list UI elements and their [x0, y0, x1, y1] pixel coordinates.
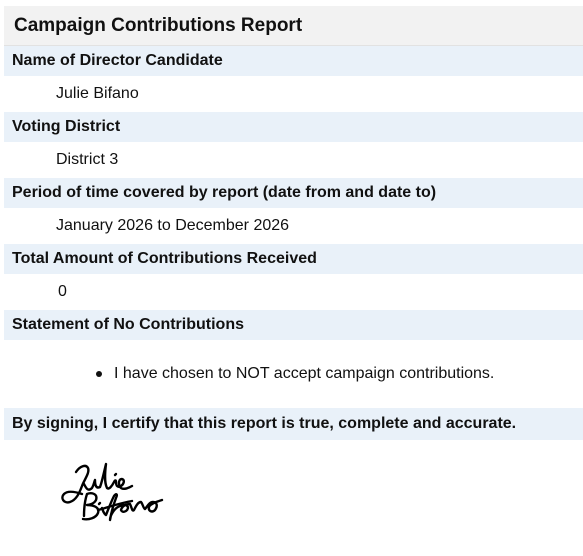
no-contributions-statement-label: Statement of No Contributions — [4, 310, 583, 340]
voting-district-value: District 3 — [4, 142, 583, 178]
report-period-label: Period of time covered by report (date f… — [4, 178, 583, 208]
report-period-value: January 2026 to December 2026 — [4, 208, 583, 244]
report-title: Campaign Contributions Report — [4, 6, 583, 46]
bullet-icon — [96, 371, 102, 377]
voting-district-label: Voting District — [4, 112, 583, 142]
signature-area — [4, 440, 583, 540]
signature-image — [61, 462, 164, 522]
total-contributions-value: 0 — [4, 274, 583, 310]
statement-list: I have chosen to NOT accept campaign con… — [96, 365, 494, 383]
candidate-name-label: Name of Director Candidate — [4, 46, 583, 76]
statement-list-item: I have chosen to NOT accept campaign con… — [96, 365, 494, 383]
candidate-name-value: Julie Bifano — [4, 76, 583, 112]
campaign-contributions-report: Campaign Contributions Report Name of Di… — [4, 6, 583, 540]
certification-statement: By signing, I certify that this report i… — [4, 408, 583, 440]
statement-text: I have chosen to NOT accept campaign con… — [114, 365, 495, 382]
no-contributions-statement: I have chosen to NOT accept campaign con… — [4, 340, 583, 408]
total-contributions-label: Total Amount of Contributions Received — [4, 244, 583, 274]
